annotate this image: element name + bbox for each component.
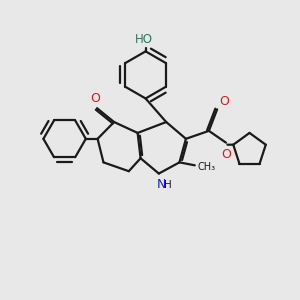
Text: H: H bbox=[164, 180, 172, 190]
Text: N: N bbox=[157, 178, 166, 191]
Text: CH₃: CH₃ bbox=[197, 162, 215, 172]
Text: O: O bbox=[91, 92, 100, 105]
Text: O: O bbox=[220, 95, 230, 108]
Text: O: O bbox=[222, 148, 232, 161]
Text: HO: HO bbox=[135, 33, 153, 46]
